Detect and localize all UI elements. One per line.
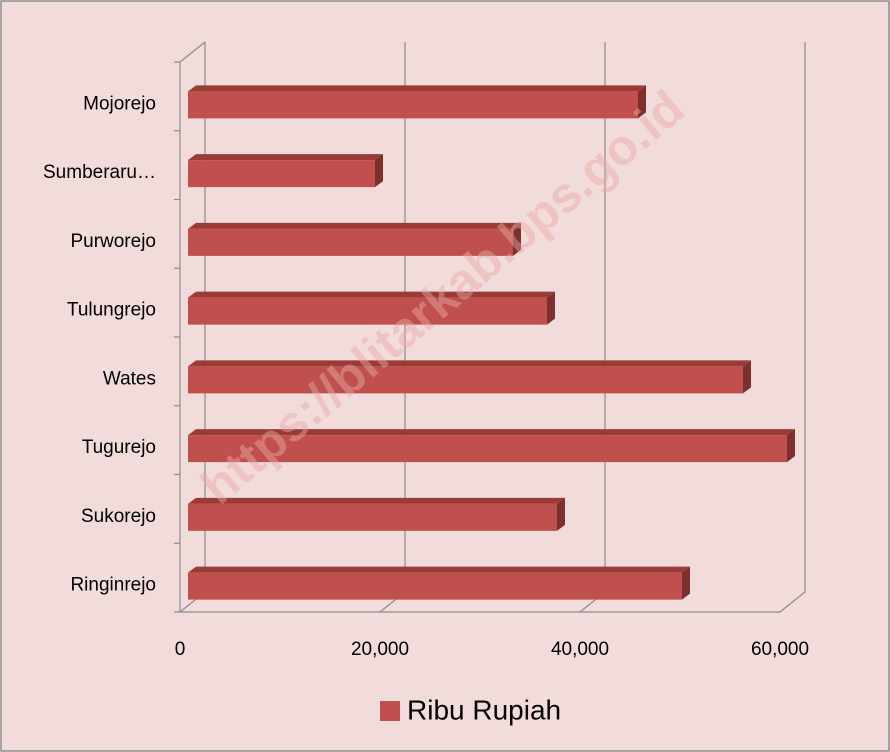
bar — [188, 572, 682, 600]
bar-group — [188, 566, 690, 600]
y-tick-label: Tulungrejo — [67, 300, 156, 321]
x-tick-label: 60,000 — [751, 639, 809, 660]
bar-side — [743, 360, 751, 394]
bar-side — [375, 154, 383, 188]
bar — [188, 435, 787, 463]
grid-line — [779, 42, 806, 613]
y-tick-label: Wates — [103, 368, 156, 389]
bar-top — [188, 360, 751, 367]
x-tick-label: 20,000 — [351, 639, 409, 660]
bar-top — [188, 154, 383, 161]
bar-group — [188, 222, 521, 256]
bar-top — [188, 566, 690, 573]
bar-group — [188, 429, 795, 463]
bar-top — [188, 497, 565, 504]
y-tick-label: Tugurejo — [82, 437, 156, 458]
bar — [188, 297, 547, 325]
bar-group — [188, 291, 555, 325]
y-tick-label: Purworejo — [70, 231, 156, 252]
y-tick-label: Sumberaru… — [43, 162, 156, 183]
y-tick-label: Mojorejo — [83, 93, 156, 114]
legend-label: Ribu Rupiah — [407, 694, 561, 725]
x-tick-label: 40,000 — [551, 639, 609, 660]
bar — [188, 228, 513, 256]
bar-group — [188, 154, 383, 188]
bar — [188, 503, 557, 531]
y-tick-label: Ringinrejo — [70, 575, 156, 596]
x-tick-label: 0 — [175, 639, 186, 660]
bar-side — [638, 85, 646, 119]
bar-group — [188, 497, 565, 531]
bar-top — [188, 429, 795, 436]
legend-swatch — [380, 701, 400, 721]
bar-side — [547, 291, 555, 325]
bar-group — [188, 360, 751, 394]
bar-side — [787, 429, 795, 463]
bar — [188, 91, 638, 119]
bar-top — [188, 291, 555, 298]
bar-group — [188, 85, 646, 119]
y-tick-label: Sukorejo — [81, 506, 156, 527]
bar-top — [188, 222, 521, 229]
bar-top — [188, 85, 646, 92]
bar — [188, 160, 375, 188]
bar-side — [682, 566, 690, 600]
bar-side — [557, 497, 565, 531]
bar-side — [513, 222, 521, 256]
bar — [188, 366, 743, 394]
